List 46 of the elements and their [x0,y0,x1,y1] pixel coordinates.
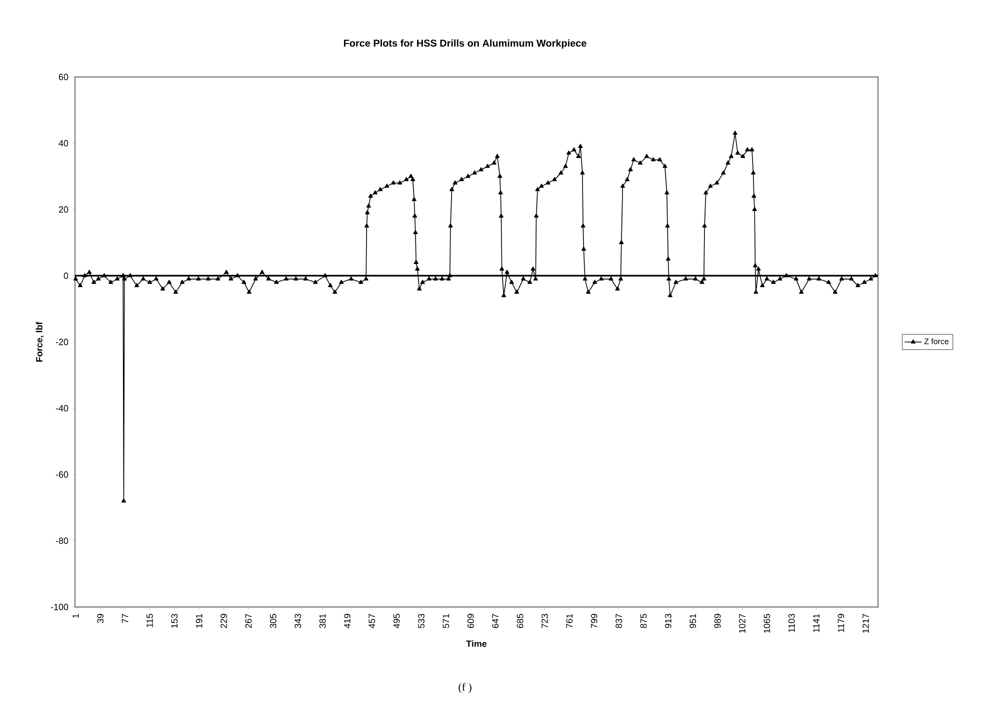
y-tick-label: 0 [64,272,68,279]
x-tick-label: 1103 [788,614,795,632]
x-tick-label: 723 [542,614,548,628]
x-tick-label: 1027 [739,614,746,633]
x-tick-label: 647 [492,614,499,628]
y-tick-label: -60 [56,471,68,478]
y-tick-label: -20 [56,338,68,346]
y-tick-label: -80 [56,538,68,544]
y-tick-label: 60 [58,74,68,80]
x-tick-label: 191 [196,614,202,628]
y-tick-label: 20 [58,206,68,213]
x-tick-label: 685 [516,614,524,628]
x-axis-title: Time [466,640,487,647]
x-tick-label: 1065 [764,614,770,633]
x-tick-label: 305 [270,614,276,628]
x-tick-label: 343 [294,614,302,628]
y-tick-label: -100 [50,604,68,610]
x-tick-label: 571 [442,614,450,628]
x-tick-label: 267 [245,614,252,628]
x-tick-label: 495 [393,614,400,628]
x-tick-label: 989 [714,614,721,628]
x-tick-label: 761 [566,614,573,628]
x-tick-label: 1217 [862,614,869,633]
x-tick-label: 153 [171,614,178,628]
x-tick-label: 837 [616,614,622,628]
y-tick-label: -40 [56,405,68,412]
x-tick-label: 609 [467,614,474,628]
y-tick-label: 40 [58,140,68,146]
x-tick-label: 533 [418,614,424,628]
x-tick-label: 799 [590,614,598,628]
x-tick-label: 39 [97,614,104,624]
x-tick-label: 77 [122,614,128,624]
x-tick-label: 1141 [813,614,820,632]
x-tick-label: 381 [319,614,326,628]
x-tick-label: 115 [146,614,153,628]
x-tick-label: 229 [220,614,227,628]
x-tick-label: 875 [640,614,647,628]
text: (f ) [458,682,472,694]
x-tick-label: 951 [690,614,696,628]
x-tick-label: 1179 [838,614,844,632]
x-tick-label: 1 [72,614,79,618]
x-tick-label: 913 [664,614,672,628]
x-tick-label: 419 [344,614,350,628]
y-axis-title: Force, lbf [36,322,44,362]
x-tick-label: 457 [368,614,376,628]
chart-title: Force Plots for HSS Drills on Alumimum Workpiece [344,39,586,49]
